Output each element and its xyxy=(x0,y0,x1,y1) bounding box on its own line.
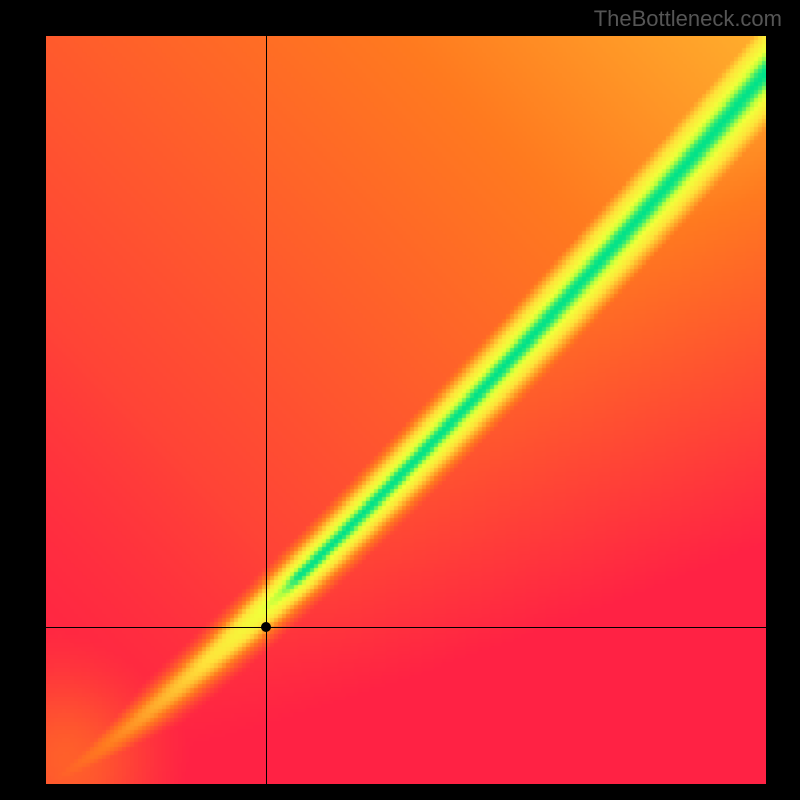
heatmap-plot-area xyxy=(46,36,766,784)
crosshair-vertical xyxy=(266,36,267,784)
marker-dot xyxy=(261,622,271,632)
heatmap-canvas xyxy=(46,36,766,784)
watermark-text: TheBottleneck.com xyxy=(594,6,782,32)
crosshair-horizontal xyxy=(46,627,766,628)
heatmap-canvas-wrap xyxy=(46,36,766,784)
